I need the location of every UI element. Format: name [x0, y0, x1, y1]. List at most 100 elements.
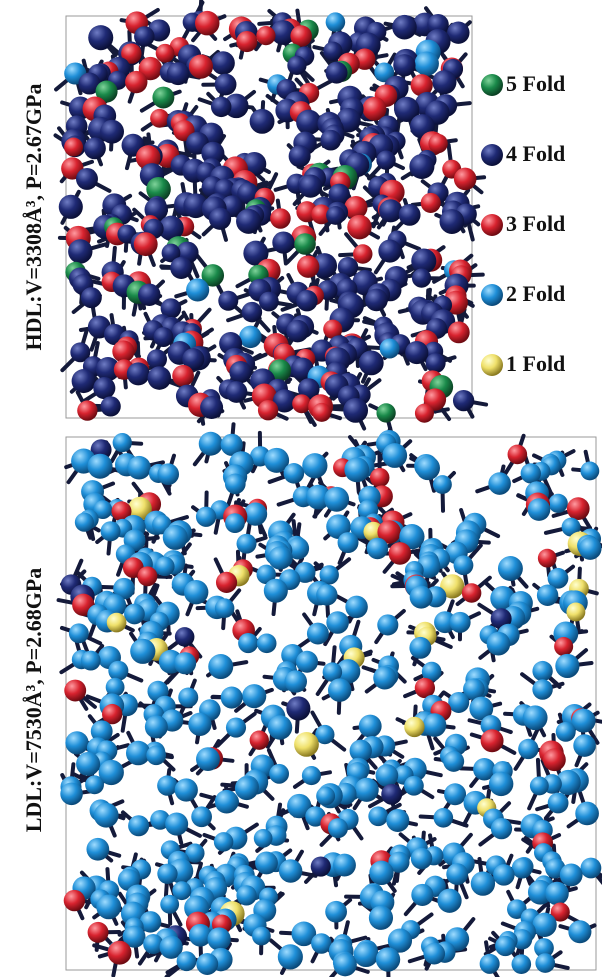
atom: [320, 130, 341, 151]
atom: [405, 341, 428, 364]
atom: [270, 208, 291, 229]
atom: [312, 403, 331, 422]
atom: [328, 678, 351, 701]
atom: [491, 818, 512, 839]
legend-label: 3 Fold: [506, 211, 565, 236]
atom: [236, 209, 261, 234]
atom: [554, 637, 573, 656]
atom: [289, 145, 311, 167]
atom: [376, 403, 395, 422]
atom: [269, 764, 289, 784]
legend: 5 Fold 4 Fold 3 Fold 2 Fold 1 Fold: [481, 71, 565, 376]
atom: [156, 44, 175, 63]
atom: [426, 353, 446, 373]
atom: [581, 858, 602, 879]
atom: [236, 885, 256, 905]
atom: [316, 787, 335, 806]
atom: [532, 913, 556, 937]
atom: [242, 684, 266, 708]
atom: [462, 583, 481, 602]
atom: [382, 443, 407, 468]
atom: [229, 361, 251, 383]
atom: [127, 456, 151, 480]
atom: [415, 404, 434, 423]
atom: [279, 859, 302, 882]
atom: [250, 731, 269, 750]
atom: [137, 566, 157, 586]
atom: [453, 390, 474, 411]
atom: [258, 400, 278, 420]
atom: [302, 453, 327, 478]
atom: [404, 776, 424, 796]
atom: [573, 734, 596, 757]
atom: [333, 953, 356, 976]
atom: [347, 215, 371, 239]
atom: [369, 906, 393, 930]
atom: [221, 687, 243, 709]
atom: [195, 11, 219, 35]
atom: [189, 55, 213, 79]
atom: [272, 231, 294, 253]
atom: [423, 943, 445, 965]
atom: [495, 936, 515, 956]
atom: [225, 473, 246, 494]
atom: [414, 51, 438, 75]
atom: [359, 715, 382, 738]
atom: [378, 240, 401, 263]
atom: [538, 549, 557, 568]
atom: [381, 784, 402, 805]
atom: [215, 790, 239, 814]
atom: [376, 150, 395, 169]
atom: [244, 502, 267, 525]
atom: [242, 302, 262, 322]
atom: [157, 864, 177, 884]
atom: [297, 255, 319, 277]
atom: [528, 498, 551, 521]
atom: [138, 283, 160, 305]
atom: [100, 120, 124, 144]
atom: [268, 715, 292, 739]
atom: [250, 109, 275, 134]
atom: [307, 623, 329, 645]
atom: [88, 922, 109, 943]
atom: [443, 751, 464, 772]
atom: [209, 208, 231, 230]
atom: [311, 856, 331, 876]
atom: [543, 748, 566, 771]
atom: [368, 806, 388, 826]
atom: [148, 366, 172, 390]
atom: [96, 894, 121, 919]
atom: [292, 394, 311, 413]
atom: [235, 777, 259, 801]
atom: [434, 808, 454, 828]
atom: [81, 287, 102, 308]
atom: [175, 627, 195, 647]
atom: [128, 815, 149, 836]
atom: [556, 722, 576, 742]
atom: [523, 705, 548, 730]
atom: [81, 651, 101, 671]
atom: [532, 679, 552, 699]
atom: [237, 534, 257, 554]
atom: [172, 365, 194, 387]
atom: [101, 521, 121, 541]
atom: [215, 74, 237, 96]
legend-swatch: [481, 74, 503, 96]
atom: [145, 715, 168, 738]
atom: [75, 513, 94, 532]
atom: [379, 199, 402, 222]
atom: [377, 614, 398, 635]
atom: [163, 525, 188, 550]
atom: [238, 633, 258, 653]
atom: [64, 138, 83, 157]
atom: [433, 475, 452, 494]
atom: [409, 637, 431, 659]
atom: [367, 538, 388, 559]
atom: [489, 772, 513, 796]
atom: [196, 953, 218, 975]
atom: [324, 487, 349, 512]
atom: [225, 513, 245, 533]
atom: [252, 927, 271, 946]
atom: [566, 603, 585, 622]
legend-label: 5 Fold: [506, 71, 565, 96]
